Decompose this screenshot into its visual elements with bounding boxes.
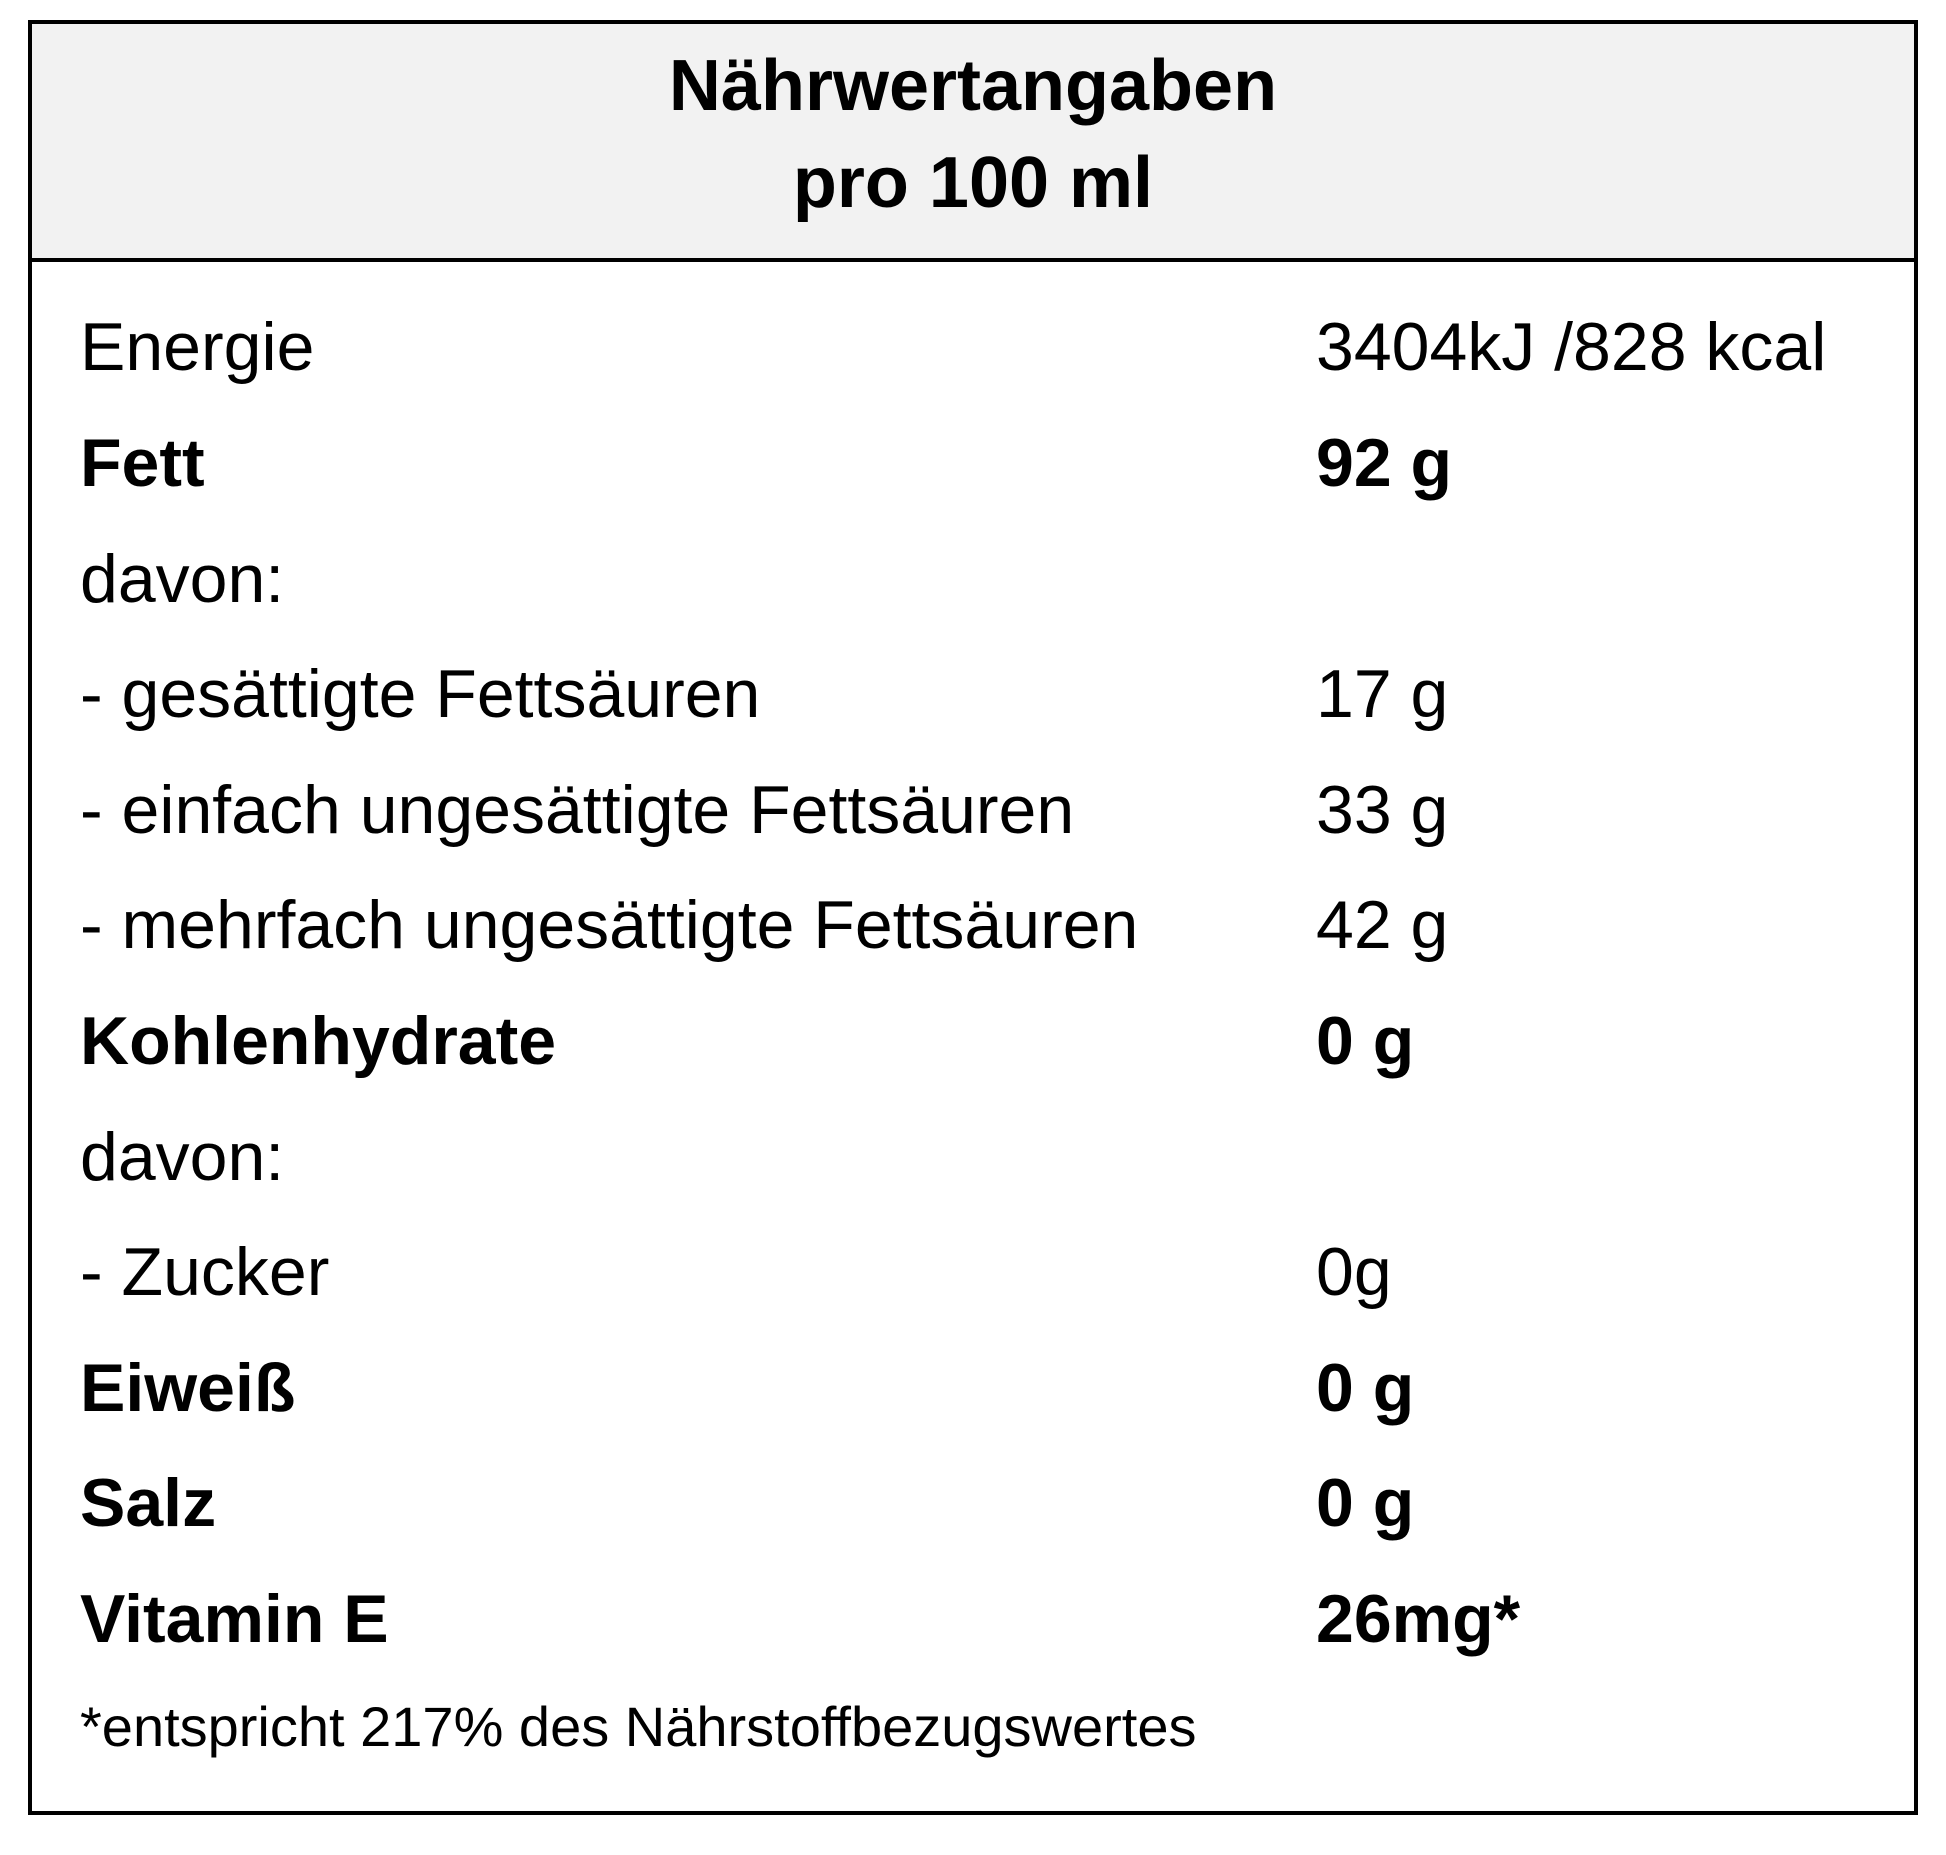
- nutrition-table: Nährwertangaben pro 100 ml Energie 3404k…: [28, 20, 1918, 1815]
- row-label: - gesättigte Fettsäuren: [80, 637, 760, 753]
- row-value: 0 g: [1316, 984, 1866, 1100]
- table-row: Kohlenhydrate 0 g: [80, 984, 1866, 1100]
- table-row: Eiweiß 0 g: [80, 1331, 1866, 1447]
- row-value: 92 g: [1316, 406, 1866, 522]
- header-line-1: Nährwertangaben: [32, 38, 1914, 135]
- row-value: 0g: [1316, 1215, 1866, 1331]
- table-row: Vitamin E 26mg*: [80, 1562, 1866, 1678]
- table-row: davon:: [80, 1100, 1866, 1216]
- row-value: 33 g: [1316, 753, 1866, 869]
- row-label: davon:: [80, 522, 284, 638]
- row-label: Kohlenhydrate: [80, 984, 556, 1100]
- row-value: 17 g: [1316, 637, 1866, 753]
- row-label: Salz: [80, 1446, 216, 1562]
- row-label: Eiweiß: [80, 1331, 295, 1447]
- table-row: Fett 92 g: [80, 406, 1866, 522]
- row-value: 0 g: [1316, 1331, 1866, 1447]
- row-label: Vitamin E: [80, 1562, 389, 1678]
- table-row: Salz 0 g: [80, 1446, 1866, 1562]
- row-label: - einfach ungesättigte Fettsäuren: [80, 753, 1074, 869]
- table-row: - mehrfach ungesättigte Fettsäuren 42 g: [80, 868, 1866, 984]
- row-value: 26mg*: [1316, 1562, 1866, 1678]
- table-header: Nährwertangaben pro 100 ml: [32, 24, 1914, 262]
- table-row: - gesättigte Fettsäuren 17 g: [80, 637, 1866, 753]
- row-label: davon:: [80, 1100, 284, 1216]
- table-row: - Zucker 0g: [80, 1215, 1866, 1331]
- row-label: - Zucker: [80, 1215, 329, 1331]
- footnote: *entspricht 217% des Nährstoffbezugswert…: [80, 1682, 1866, 1772]
- row-value: 0 g: [1316, 1446, 1866, 1562]
- header-line-2: pro 100 ml: [32, 135, 1914, 232]
- table-body: Energie 3404kJ /828 kcal Fett 92 g davon…: [32, 262, 1914, 1811]
- row-label: Energie: [80, 290, 314, 406]
- row-label: - mehrfach ungesättigte Fettsäuren: [80, 868, 1138, 984]
- table-row: - einfach ungesättigte Fettsäuren 33 g: [80, 753, 1866, 869]
- row-value: 3404kJ /828 kcal: [1316, 290, 1866, 406]
- table-row: Energie 3404kJ /828 kcal: [80, 290, 1866, 406]
- row-value: 42 g: [1316, 868, 1866, 984]
- row-label: Fett: [80, 406, 205, 522]
- table-row: davon:: [80, 522, 1866, 638]
